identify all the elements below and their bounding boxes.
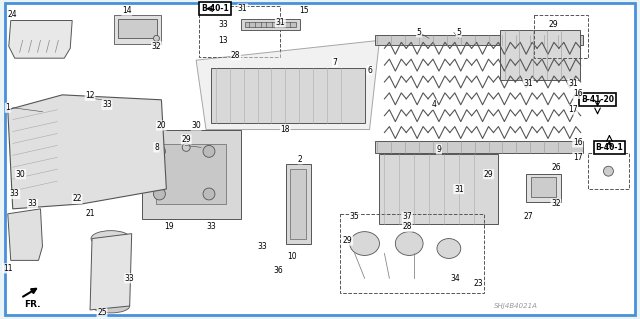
Text: 30: 30: [191, 121, 201, 130]
Polygon shape: [9, 20, 72, 58]
Text: 17: 17: [568, 105, 577, 114]
Ellipse shape: [182, 144, 190, 151]
Text: 34: 34: [450, 274, 460, 283]
Text: 17: 17: [573, 153, 582, 162]
Bar: [380, 154, 499, 224]
Text: 22: 22: [72, 195, 82, 204]
Text: 33: 33: [206, 222, 216, 231]
Bar: [534, 15, 588, 58]
Text: 29: 29: [484, 170, 493, 179]
Text: 31: 31: [524, 79, 533, 88]
Text: 23: 23: [474, 279, 483, 288]
Bar: [211, 68, 365, 122]
Text: 10: 10: [287, 252, 297, 261]
Ellipse shape: [154, 145, 165, 157]
Text: 16: 16: [573, 138, 582, 147]
Ellipse shape: [349, 232, 380, 256]
Polygon shape: [8, 209, 42, 260]
Ellipse shape: [396, 232, 423, 256]
Text: B-40-1: B-40-1: [596, 143, 623, 152]
Bar: [241, 19, 300, 30]
Text: 18: 18: [280, 125, 290, 134]
Text: 2: 2: [298, 155, 303, 164]
Bar: [199, 6, 280, 57]
Text: 5: 5: [456, 28, 461, 37]
Text: 28: 28: [403, 222, 412, 231]
Ellipse shape: [154, 35, 159, 41]
Text: 20: 20: [157, 121, 166, 130]
Bar: [244, 21, 296, 27]
Text: 8: 8: [154, 143, 159, 152]
Ellipse shape: [437, 239, 461, 258]
Text: 14: 14: [122, 6, 132, 15]
Text: 33: 33: [258, 242, 268, 251]
Text: 33: 33: [102, 100, 112, 109]
Text: 32: 32: [152, 42, 161, 51]
Ellipse shape: [92, 299, 130, 313]
Bar: [531, 177, 556, 197]
Ellipse shape: [154, 188, 165, 200]
Text: 33: 33: [28, 199, 37, 208]
Bar: [291, 169, 306, 239]
Text: 9: 9: [436, 145, 442, 154]
Bar: [340, 214, 484, 293]
Text: 33: 33: [218, 20, 228, 29]
Bar: [526, 174, 561, 202]
Text: 28: 28: [231, 51, 241, 60]
Ellipse shape: [203, 188, 215, 200]
Text: 5: 5: [417, 28, 422, 37]
Text: 32: 32: [551, 199, 561, 208]
Text: 26: 26: [551, 163, 561, 172]
Text: 31: 31: [238, 4, 248, 13]
Text: 1: 1: [5, 103, 10, 112]
Text: 35: 35: [350, 212, 360, 221]
Text: 12: 12: [85, 91, 95, 100]
Polygon shape: [90, 234, 132, 310]
Bar: [286, 164, 311, 243]
Ellipse shape: [91, 231, 131, 247]
Bar: [156, 145, 226, 204]
Text: 24: 24: [8, 10, 17, 19]
Bar: [500, 30, 580, 80]
Text: 37: 37: [403, 212, 412, 221]
Text: 19: 19: [164, 222, 174, 231]
Text: 36: 36: [273, 266, 284, 275]
Ellipse shape: [203, 145, 215, 157]
Text: 30: 30: [16, 170, 26, 179]
Text: SHJ4B4021A: SHJ4B4021A: [493, 303, 538, 309]
Text: 29: 29: [181, 135, 191, 144]
Text: 31: 31: [276, 18, 285, 27]
Text: 31: 31: [568, 79, 577, 88]
Bar: [17, 286, 54, 304]
Ellipse shape: [604, 166, 613, 176]
Text: 33: 33: [125, 274, 134, 283]
Text: B-40-1: B-40-1: [201, 4, 229, 13]
Bar: [374, 141, 582, 153]
Text: 29: 29: [548, 20, 557, 29]
Bar: [588, 153, 629, 189]
Text: 27: 27: [524, 212, 533, 221]
Bar: [141, 130, 241, 219]
Text: 15: 15: [300, 6, 309, 15]
Text: 33: 33: [10, 189, 20, 198]
Text: 13: 13: [218, 36, 228, 45]
Text: FR.: FR.: [24, 300, 41, 309]
Polygon shape: [8, 95, 166, 209]
Text: 21: 21: [85, 209, 95, 218]
Bar: [114, 15, 161, 44]
Text: 7: 7: [332, 58, 337, 67]
Text: 4: 4: [431, 100, 436, 109]
Text: B-41-20: B-41-20: [581, 95, 614, 104]
Text: 16: 16: [573, 89, 582, 98]
Text: 25: 25: [97, 308, 107, 317]
Bar: [374, 35, 582, 45]
Text: 29: 29: [343, 236, 353, 245]
Polygon shape: [196, 40, 380, 130]
Text: 31: 31: [454, 184, 463, 194]
Text: 6: 6: [367, 66, 372, 75]
Text: 11: 11: [3, 264, 13, 273]
Bar: [118, 19, 157, 38]
